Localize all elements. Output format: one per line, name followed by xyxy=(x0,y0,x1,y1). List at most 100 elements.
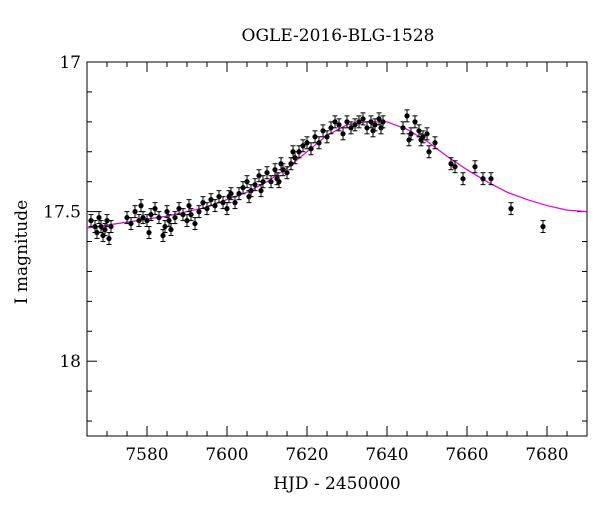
data-point xyxy=(88,214,94,228)
data-marker xyxy=(380,119,386,125)
data-marker xyxy=(292,155,298,161)
x-tick-labels: 7580 7600 7620 7640 7660 7680 xyxy=(125,445,568,465)
data-marker xyxy=(188,211,194,218)
data-point xyxy=(540,220,546,234)
chart-title: OGLE-2016-BLG-1528 xyxy=(242,26,435,46)
data-marker xyxy=(200,200,206,206)
data-point xyxy=(426,145,432,159)
data-point xyxy=(252,178,258,192)
data-point xyxy=(180,208,186,222)
y-axis-label: I magnitude xyxy=(12,200,32,304)
data-point xyxy=(216,190,222,204)
data-point xyxy=(300,139,306,153)
data-marker xyxy=(152,206,158,212)
data-marker xyxy=(300,143,306,149)
data-marker xyxy=(160,232,166,239)
data-marker xyxy=(140,214,146,221)
data-marker xyxy=(216,194,222,200)
y-tick-label: 17 xyxy=(59,53,81,73)
data-marker xyxy=(480,176,486,182)
data-marker xyxy=(192,220,198,227)
data-point xyxy=(148,208,154,222)
data-marker xyxy=(460,176,466,182)
data-point xyxy=(108,220,114,234)
x-axis-label: HJD - 2450000 xyxy=(273,474,401,494)
data-point xyxy=(412,115,418,129)
data-point xyxy=(380,115,386,129)
data-point xyxy=(336,118,342,132)
data-point xyxy=(140,211,146,225)
data-point xyxy=(124,211,130,225)
data-point xyxy=(356,115,362,129)
data-marker xyxy=(352,122,358,128)
data-point xyxy=(312,130,318,144)
data-point xyxy=(104,214,110,228)
data-marker xyxy=(344,119,350,125)
data-point xyxy=(146,226,152,240)
data-point xyxy=(368,115,374,129)
data-marker xyxy=(258,188,264,194)
data-marker xyxy=(400,125,406,131)
data-point xyxy=(280,163,286,177)
x-tick-label: 7680 xyxy=(525,445,568,465)
data-marker xyxy=(128,220,134,227)
data-point xyxy=(324,130,330,144)
data-marker xyxy=(356,119,362,125)
data-point xyxy=(168,223,174,237)
data-marker xyxy=(108,223,114,230)
data-marker xyxy=(320,128,326,134)
data-point xyxy=(244,175,250,189)
data-point xyxy=(258,184,264,198)
data-point xyxy=(420,130,426,144)
data-point xyxy=(308,142,314,156)
data-marker xyxy=(412,119,418,125)
data-marker xyxy=(256,173,262,179)
data-point xyxy=(188,208,194,222)
data-marker xyxy=(328,125,334,131)
data-marker xyxy=(244,179,250,185)
data-point xyxy=(162,220,168,234)
data-point xyxy=(352,118,358,132)
data-marker xyxy=(316,140,322,146)
data-marker xyxy=(426,149,432,155)
data-point xyxy=(304,136,310,150)
x-tick-label: 7660 xyxy=(445,445,488,465)
data-point xyxy=(228,187,234,201)
data-point xyxy=(452,160,458,174)
y-tick-label: 18 xyxy=(59,352,81,372)
data-marker xyxy=(276,179,282,185)
data-marker xyxy=(332,119,338,125)
data-point xyxy=(172,211,178,225)
data-marker xyxy=(272,167,278,173)
data-point xyxy=(184,214,190,228)
data-marker xyxy=(212,203,218,209)
data-point xyxy=(264,166,270,180)
data-marker xyxy=(288,161,294,167)
data-point xyxy=(152,202,158,216)
data-point xyxy=(192,217,198,231)
data-marker xyxy=(416,128,422,134)
data-point xyxy=(128,217,134,231)
data-marker xyxy=(248,188,254,194)
data-marker xyxy=(138,203,144,209)
data-point xyxy=(360,112,366,126)
data-marker xyxy=(264,170,270,176)
data-point xyxy=(480,172,486,186)
data-marker xyxy=(180,211,186,218)
data-marker xyxy=(94,229,100,236)
data-marker xyxy=(420,134,426,140)
data-marker xyxy=(96,214,102,221)
data-marker xyxy=(106,235,112,242)
data-points-layer xyxy=(88,109,546,246)
data-marker xyxy=(104,217,110,224)
data-marker xyxy=(408,131,414,137)
data-point xyxy=(204,202,210,216)
data-point xyxy=(404,109,410,123)
data-marker xyxy=(364,125,370,131)
model-curve-layer xyxy=(87,121,587,229)
x-tick-label: 7600 xyxy=(205,445,248,465)
data-marker xyxy=(404,113,410,119)
data-marker xyxy=(98,223,104,230)
data-point xyxy=(260,175,266,189)
